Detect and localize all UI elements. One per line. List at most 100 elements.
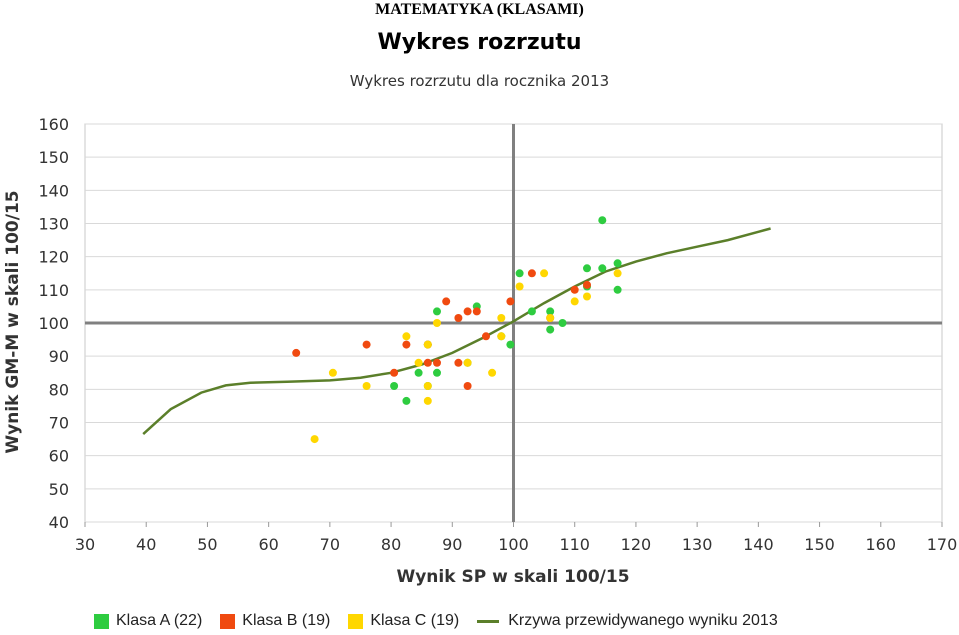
page-title: MATEMATYKA (KLASAMI) [375, 1, 584, 18]
prediction-curve [142, 227, 771, 436]
point-klasa-c [328, 368, 337, 377]
x-tick-label: 30 [75, 535, 95, 554]
x-axis-label: Wynik SP w skali 100/15 [396, 567, 629, 587]
y-tick-label: 90 [49, 347, 69, 366]
point-klasa-a [558, 319, 567, 327]
point-klasa-b [463, 307, 472, 316]
point-klasa-b [390, 368, 399, 377]
point-klasa-a [598, 216, 607, 225]
legend-item-klasa-b[interactable]: Klasa B (19) [220, 612, 330, 630]
point-klasa-b [433, 358, 441, 367]
x-tick-label: 170 [927, 535, 958, 554]
x-tick-label: 60 [258, 535, 278, 554]
point-klasa-b [454, 314, 463, 322]
point-klasa-c [540, 269, 549, 278]
point-klasa-b [362, 340, 371, 349]
y-tick-label: 130 [38, 215, 69, 234]
point-klasa-c [310, 435, 319, 444]
point-klasa-b [423, 358, 432, 367]
x-tick-label: 70 [320, 535, 340, 554]
point-klasa-a [546, 325, 555, 334]
scatter-chart: 40 50 60 70 80 90 100 110 120 130 140 150 160 30 40 50 6… [3, 115, 957, 587]
y-tick-label: 100 [38, 314, 69, 333]
x-tick-label: 90 [442, 535, 462, 554]
point-klasa-b [292, 348, 301, 357]
x-tick-label: 150 [804, 535, 835, 554]
point-klasa-a [583, 264, 591, 273]
point-klasa-c [570, 297, 579, 306]
legend-item-klasa-c[interactable]: Klasa C (19) [348, 612, 459, 630]
point-klasa-b [583, 280, 591, 289]
point-klasa-b [570, 285, 579, 294]
y-tick-label: 140 [38, 181, 69, 200]
point-klasa-c [497, 314, 506, 322]
reference-lines [85, 124, 942, 522]
point-klasa-c [497, 332, 506, 341]
point-klasa-a [598, 264, 607, 273]
point-klasa-c [613, 269, 622, 278]
point-klasa-c [402, 332, 411, 341]
point-klasa-c [423, 396, 432, 405]
x-tick-label: 40 [136, 535, 156, 554]
legend-swatch-klasa-b [220, 613, 236, 629]
point-klasa-a [613, 285, 622, 294]
y-tick-label: 150 [38, 148, 69, 167]
point-klasa-c [414, 358, 423, 367]
x-tick-label: 120 [621, 535, 652, 554]
y-tick-label: 50 [49, 480, 69, 499]
point-klasa-a [402, 396, 411, 405]
point-klasa-b [463, 382, 472, 390]
point-klasa-a [414, 368, 423, 377]
point-klasa-b [454, 358, 463, 367]
legend-item-klasa-a[interactable]: Klasa A (22) [94, 612, 202, 630]
point-klasa-c [463, 358, 472, 367]
point-klasa-b [472, 307, 481, 316]
legend-label-klasa-a: Klasa A (22) [116, 612, 203, 629]
point-klasa-b [482, 332, 490, 341]
y-axis-label: Wynik GM-M w skali 100/15 [3, 190, 23, 453]
point-klasa-c [433, 319, 441, 327]
x-tick-label: 50 [197, 535, 217, 554]
x-tick-label: 80 [381, 535, 401, 554]
point-klasa-c [488, 368, 497, 377]
chart-title: Wykres rozrzutu [377, 30, 582, 55]
legend-item-curve[interactable]: Krzywa przewidywanego wyniku 2013 [477, 612, 778, 630]
point-klasa-c [423, 340, 432, 349]
legend-label-curve: Krzywa przewidywanego wyniku 2013 [508, 612, 778, 629]
y-tick-label: 110 [38, 281, 69, 300]
chart-subtitle: Wykres rozrzutu dla rocznika 2013 [349, 72, 610, 90]
legend-swatch-klasa-a [94, 613, 109, 629]
point-klasa-b [506, 297, 515, 306]
point-klasa-c [362, 382, 371, 390]
point-klasa-a [546, 307, 555, 316]
point-klasa-a [433, 368, 441, 377]
x-tick-label: 130 [682, 535, 713, 554]
point-klasa-a [515, 269, 524, 278]
y-tick-label: 40 [49, 513, 69, 532]
point-klasa-c [423, 382, 432, 390]
x-tick-label: 160 [866, 535, 897, 554]
x-tick-label: 140 [743, 535, 774, 554]
point-klasa-a [527, 307, 536, 316]
point-klasa-a [390, 382, 399, 390]
y-tick-label: 70 [49, 414, 69, 433]
y-tick-label: 120 [38, 248, 69, 267]
y-tick-label: 80 [49, 380, 69, 399]
point-klasa-a [506, 340, 515, 349]
point-klasa-b [442, 297, 451, 306]
point-klasa-a [433, 307, 441, 316]
data-points [292, 216, 622, 444]
point-klasa-b [402, 340, 411, 349]
legend-label-klasa-b: Klasa B (19) [242, 612, 331, 629]
legend-swatch-klasa-c [348, 613, 364, 629]
point-klasa-b [527, 269, 536, 278]
tick-labels: 40 50 60 70 80 90 100 110 120 130 140 150 160 30 40 50 6… [38, 115, 957, 554]
y-tick-label: 60 [49, 447, 69, 466]
chart-legend: Klasa A (22) Klasa B (19) Klasa C (19) K… [94, 608, 796, 634]
point-klasa-a [613, 259, 622, 268]
legend-swatch-curve [477, 619, 500, 623]
point-klasa-c [546, 314, 555, 322]
x-tick-label: 100 [498, 535, 529, 554]
prediction-curve-group [142, 227, 771, 436]
point-klasa-c [583, 292, 591, 301]
